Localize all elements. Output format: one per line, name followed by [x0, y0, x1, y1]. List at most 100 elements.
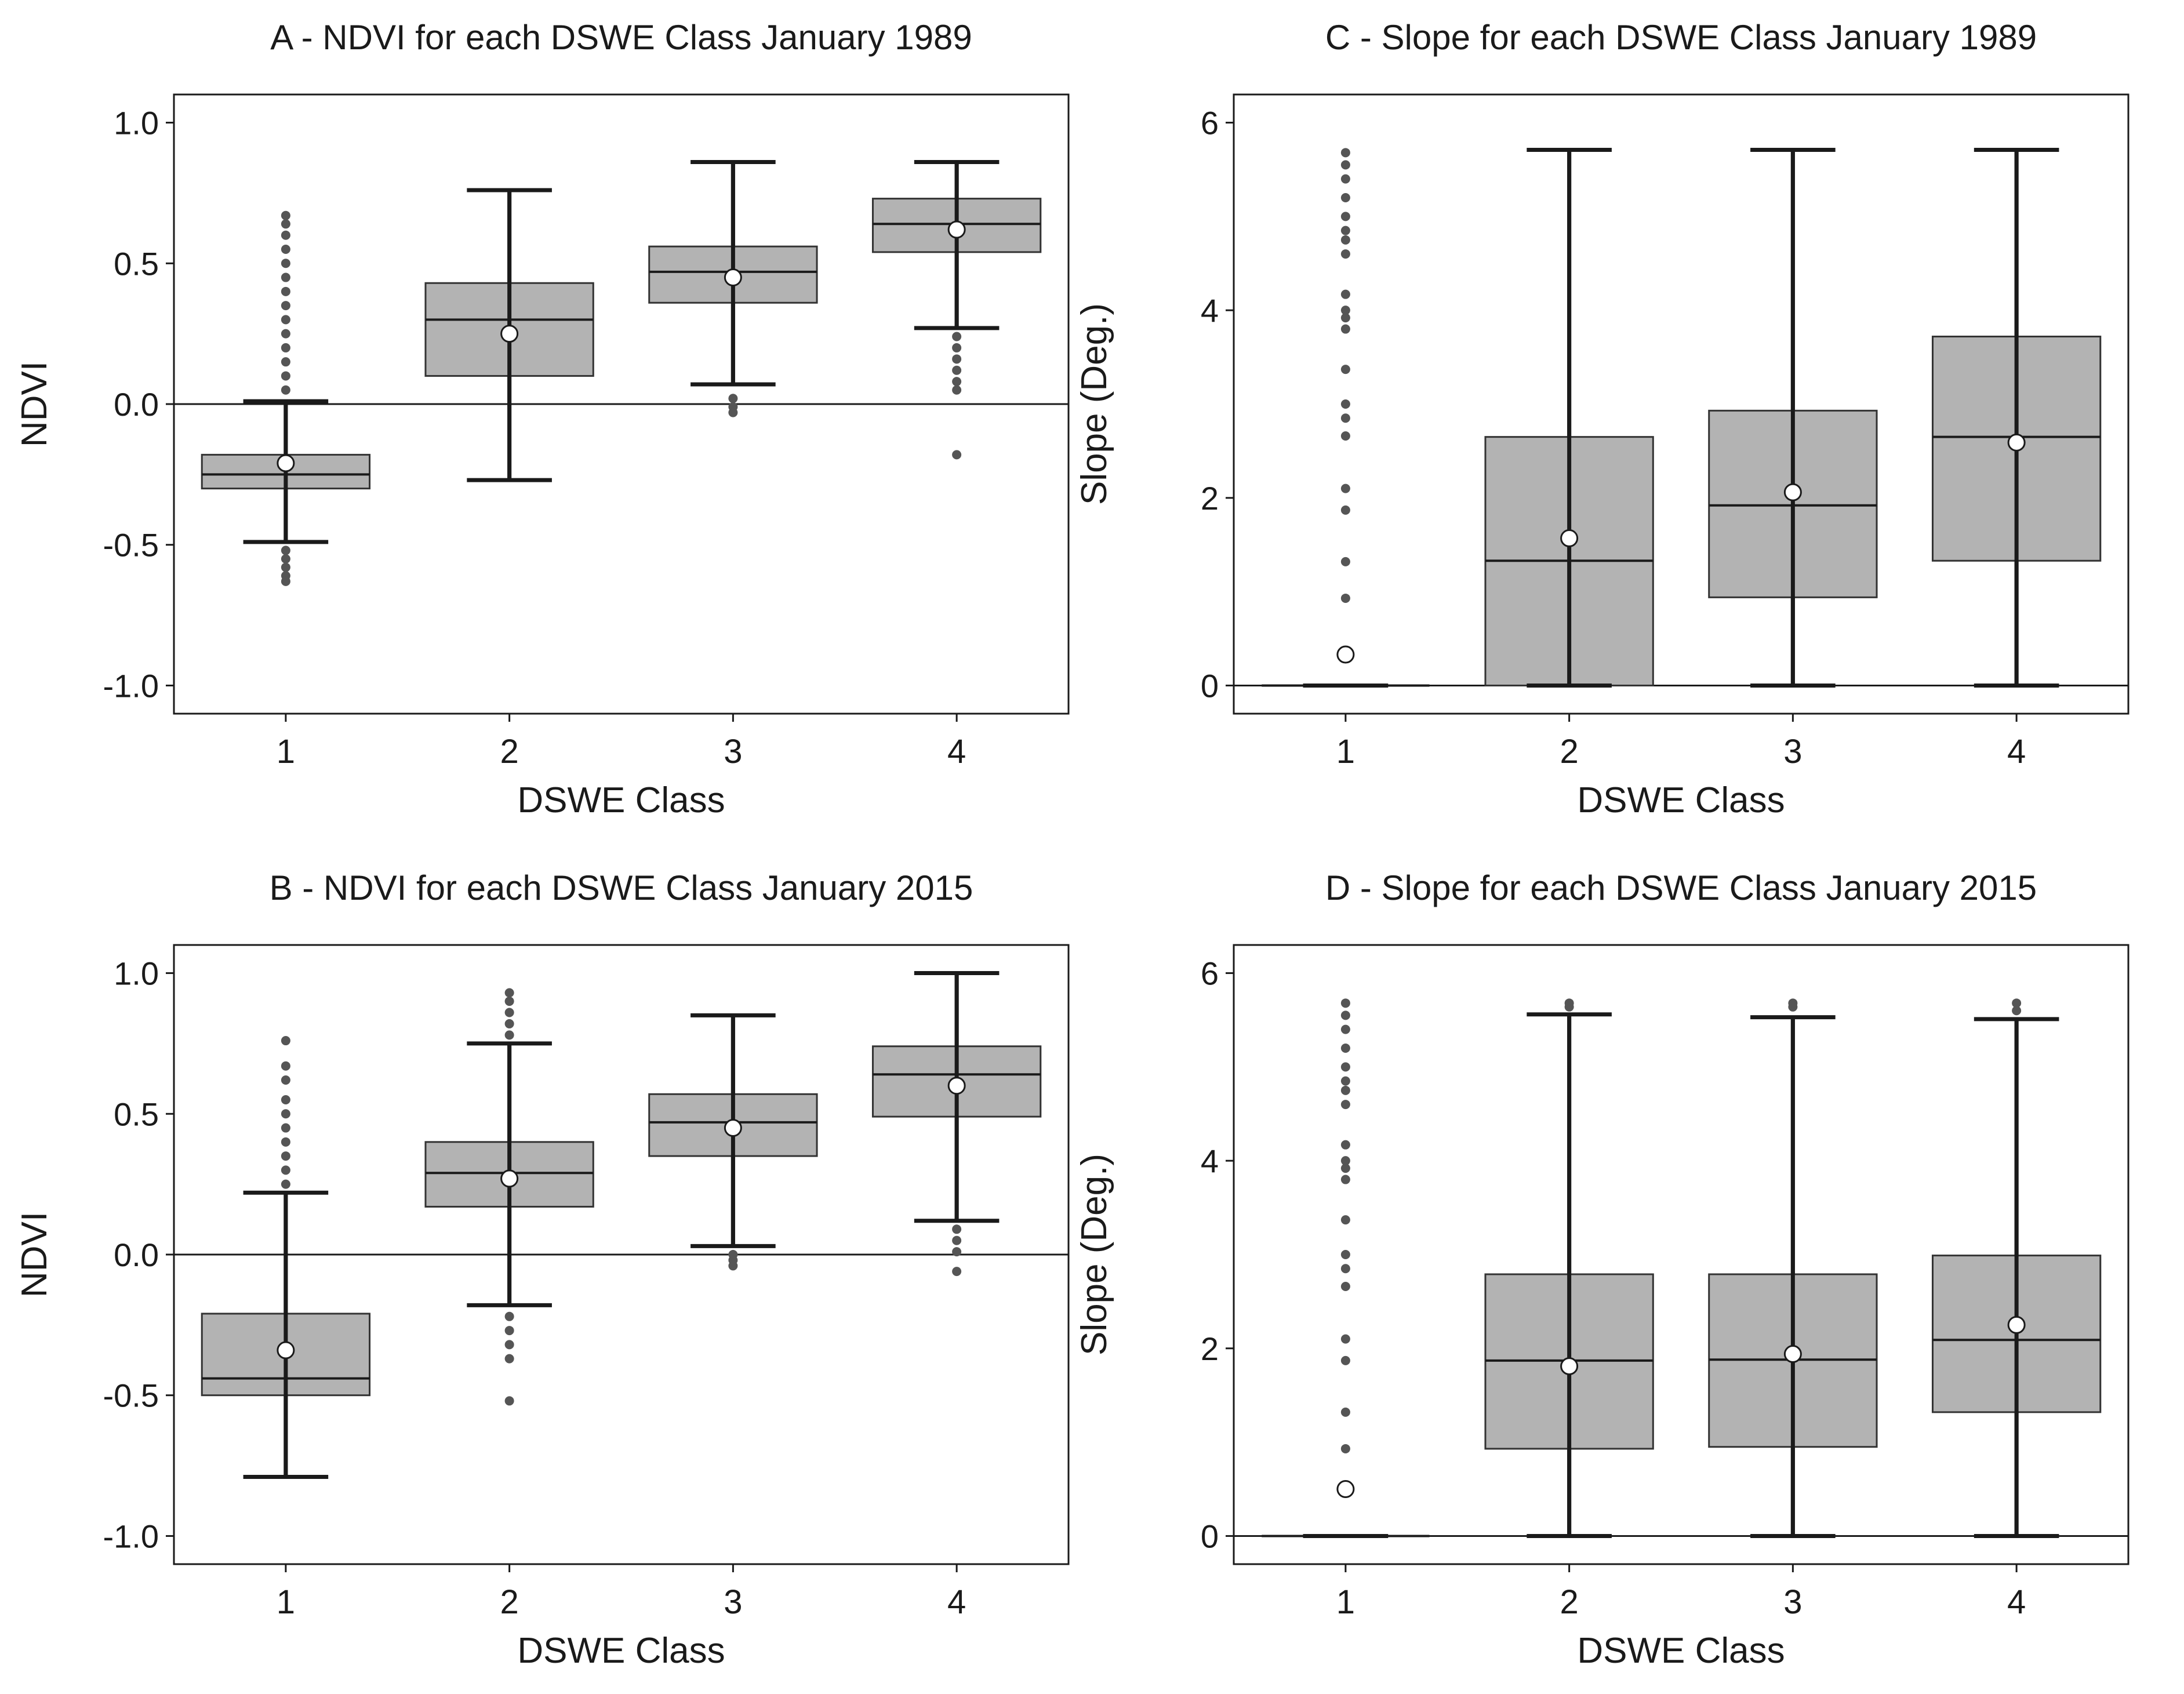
mean-marker	[500, 325, 519, 343]
outlier-point	[281, 259, 290, 268]
x-axis-label: DSWE Class	[1577, 780, 1785, 820]
outlier-point	[1340, 1085, 1350, 1095]
outlier-point	[1564, 998, 1574, 1008]
x-axis-label: DSWE Class	[517, 780, 725, 820]
y-tick-label: 6	[1201, 105, 1219, 141]
y-tick-label: -0.5	[103, 1377, 159, 1414]
panel-d: D - Slope for each DSWE Class January 20…	[1074, 868, 2130, 1671]
mean-marker	[500, 1169, 519, 1188]
x-tick-label: 4	[2007, 1583, 2026, 1621]
mean-marker	[1560, 529, 1579, 547]
outlier-point	[504, 988, 514, 998]
y-tick-label: -0.5	[103, 527, 159, 564]
mean-marker	[1336, 645, 1355, 664]
outlier-point	[504, 1030, 514, 1040]
outlier-point	[1340, 193, 1350, 202]
outlier-point	[1340, 148, 1350, 158]
outlier-point	[1340, 1100, 1350, 1110]
outlier-point	[1340, 413, 1350, 423]
outlier-point	[952, 365, 962, 375]
outlier-point	[1340, 235, 1350, 245]
outlier-point	[1340, 593, 1350, 603]
mean-marker	[2007, 1315, 2026, 1334]
outlier-point	[504, 1008, 514, 1017]
outlier-point	[281, 245, 290, 254]
x-tick-label: 1	[277, 733, 295, 770]
outlier-point	[1340, 505, 1350, 515]
mean-marker	[947, 220, 966, 239]
y-tick-label: 4	[1201, 1143, 1219, 1179]
y-tick-label: 2	[1201, 1331, 1219, 1367]
outlier-point	[504, 1396, 514, 1406]
outlier-point	[1340, 212, 1350, 221]
outlier-point	[728, 1261, 738, 1271]
y-axis-label: Slope (Deg.)	[1074, 1154, 1114, 1355]
outlier-point	[281, 357, 290, 367]
outlier-point	[1340, 1282, 1350, 1292]
outlier-point	[281, 272, 290, 282]
outlier-point	[281, 329, 290, 339]
chart-title: C - Slope for each DSWE Class January 19…	[1325, 18, 2037, 57]
plot-frame	[1233, 944, 2130, 1565]
mean-marker	[947, 1077, 966, 1095]
outlier-point	[281, 1036, 290, 1046]
outlier-point	[281, 343, 290, 352]
x-tick-label: 1	[1336, 733, 1355, 770]
mean-marker	[1336, 1480, 1355, 1499]
outlier-point	[281, 210, 290, 220]
outlier-point	[952, 332, 962, 341]
outlier-point	[1340, 1076, 1350, 1086]
outlier-point	[1340, 1250, 1350, 1259]
outlier-point	[1340, 174, 1350, 184]
outlier-point	[2012, 998, 2022, 1008]
mean-marker	[724, 1119, 742, 1137]
outlier-point	[1340, 1355, 1350, 1365]
outlier-point	[281, 1151, 290, 1161]
outlier-point	[1340, 1010, 1350, 1020]
outlier-point	[952, 385, 962, 395]
outlier-point	[1340, 313, 1350, 323]
x-tick-label: 2	[500, 733, 518, 770]
x-tick-label: 3	[724, 1583, 742, 1621]
outlier-point	[1340, 1062, 1350, 1072]
x-tick-label: 2	[500, 1583, 518, 1621]
outlier-point	[1340, 1164, 1350, 1173]
outlier-point	[1340, 1215, 1350, 1225]
plot-frame	[1233, 93, 2130, 715]
outlier-point	[281, 286, 290, 296]
outlier-point	[281, 562, 290, 572]
outlier-point	[504, 1326, 514, 1336]
y-tick-label: -1.0	[103, 667, 159, 704]
outlier-point	[952, 1224, 962, 1234]
y-tick-label: 0.0	[114, 1237, 159, 1273]
x-tick-label: 1	[1336, 1583, 1355, 1621]
x-tick-label: 3	[1783, 1583, 1802, 1621]
x-tick-label: 3	[724, 733, 742, 770]
y-tick-label: 1.0	[114, 955, 159, 992]
outlier-point	[1340, 289, 1350, 299]
outlier-point	[504, 1019, 514, 1028]
mean-marker	[1783, 1345, 1802, 1364]
outlier-point	[281, 546, 290, 555]
y-tick-label: 0	[1201, 667, 1219, 704]
outlier-point	[1340, 306, 1350, 315]
outlier-point	[504, 1311, 514, 1321]
x-axis-label: DSWE Class	[1577, 1631, 1785, 1671]
outlier-point	[1340, 324, 1350, 334]
y-axis-label: Slope (Deg.)	[1074, 303, 1114, 505]
outlier-point	[1340, 1334, 1350, 1344]
outlier-point	[1340, 365, 1350, 375]
y-axis-label: NDVI	[14, 361, 54, 447]
outlier-point	[281, 1123, 290, 1133]
outlier-point	[281, 554, 290, 564]
y-tick-label: 1.0	[114, 105, 159, 141]
outlier-point	[952, 343, 962, 352]
outlier-point	[1340, 249, 1350, 259]
x-tick-label: 4	[947, 733, 966, 770]
outlier-point	[281, 1075, 290, 1085]
mean-marker	[2007, 433, 2026, 452]
outlier-point	[728, 394, 738, 403]
mean-marker	[1560, 1357, 1579, 1376]
outlier-point	[281, 230, 290, 240]
x-tick-label: 4	[947, 1583, 966, 1621]
